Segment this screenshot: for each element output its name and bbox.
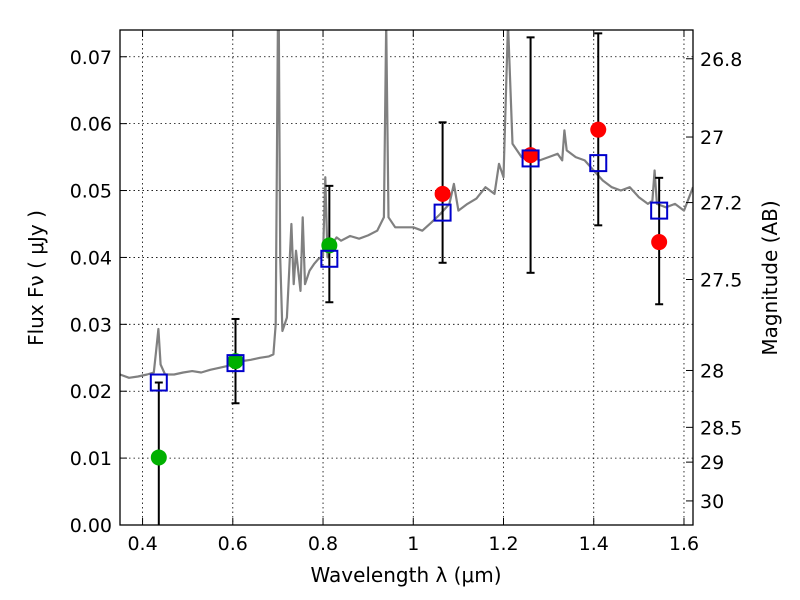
right-tick-label: 27: [700, 127, 724, 149]
plot-area: [120, 30, 693, 525]
y-tick-label: 0.00: [70, 515, 112, 537]
y-axis-title: Flux Fν ( μJy ): [24, 210, 48, 346]
model-box: [149, 373, 168, 392]
right-tick-label: 27.2: [700, 193, 742, 215]
model-box: [226, 354, 245, 373]
right-tick-label: 28.5: [700, 417, 742, 439]
y-tick-label: 0.04: [70, 247, 112, 269]
x-tick-label: 0.4: [127, 533, 157, 555]
y-tick-label: 0.01: [70, 448, 112, 470]
model-box: [589, 154, 608, 173]
right-tick-label: 27.5: [700, 270, 742, 292]
y-tick-label: 0.02: [70, 381, 112, 403]
model-box: [650, 201, 669, 220]
right-tick-label: 29: [700, 452, 724, 474]
red-point: [590, 121, 607, 138]
right-tick-label: 30: [700, 491, 724, 513]
axis-ticks: 0.4 0.6 0.8 1 1.2 1.4 1.6 0.00 0.01 0.02 0.03 0.04 0…: [70, 30, 742, 555]
green-point: [321, 237, 338, 254]
y-tick-label: 0.06: [70, 114, 112, 136]
x-tick-label: 0.6: [218, 533, 248, 555]
x-tick-label: 1.4: [579, 533, 609, 555]
model-box: [521, 149, 540, 168]
x-tick-label: 1.6: [669, 533, 699, 555]
right-tick-label: 28: [700, 360, 724, 382]
model-box: [320, 249, 339, 268]
right-tick-label: 26.8: [700, 49, 742, 71]
y-tick-label: 0.07: [70, 47, 112, 69]
model-box: [433, 203, 452, 222]
grid-lines: [120, 30, 693, 526]
right-axis-title: Magnitude (AB): [758, 200, 782, 355]
plot-frame: [119, 29, 694, 526]
x-tick-label: 0.8: [308, 533, 338, 555]
red-point: [651, 234, 668, 251]
y-tick-label: 0.05: [70, 181, 112, 203]
red-point: [434, 185, 451, 202]
x-tick-label: 1: [407, 533, 419, 555]
y-tick-label: 0.03: [70, 314, 112, 336]
green-point: [227, 353, 244, 370]
x-axis-title: Wavelength λ (μm): [310, 563, 501, 587]
green-point: [150, 449, 167, 466]
x-tick-label: 1.2: [488, 533, 518, 555]
